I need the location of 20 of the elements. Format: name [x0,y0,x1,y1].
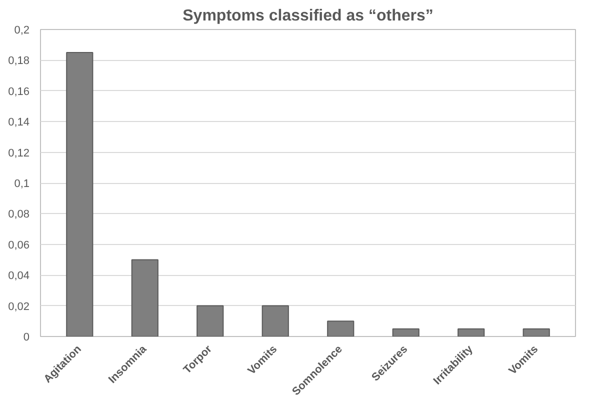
bar [327,320,354,336]
y-tick-label: 0,1 [14,178,30,190]
bar [458,328,485,336]
bar [522,328,550,336]
y-tick-label: 0,02 [8,300,30,313]
bar [131,259,158,336]
bar [392,328,420,336]
y-tick-label: 0,18 [8,55,30,68]
chart-title: Symptoms classified as “others” [182,8,434,24]
bar [66,52,94,336]
y-tick-label: 0,2 [14,24,30,36]
bar [262,305,289,336]
y-tick-label: 0,12 [8,147,30,160]
y-tick-label: 0,14 [8,116,30,129]
y-tick-label: 0,16 [8,86,30,98]
bar [196,305,224,336]
y-tick-label: 0,04 [8,270,30,282]
y-tick-label: 0 [23,332,30,344]
y-tick-label: 0,06 [8,239,30,252]
y-tick-label: 0,08 [8,208,30,221]
